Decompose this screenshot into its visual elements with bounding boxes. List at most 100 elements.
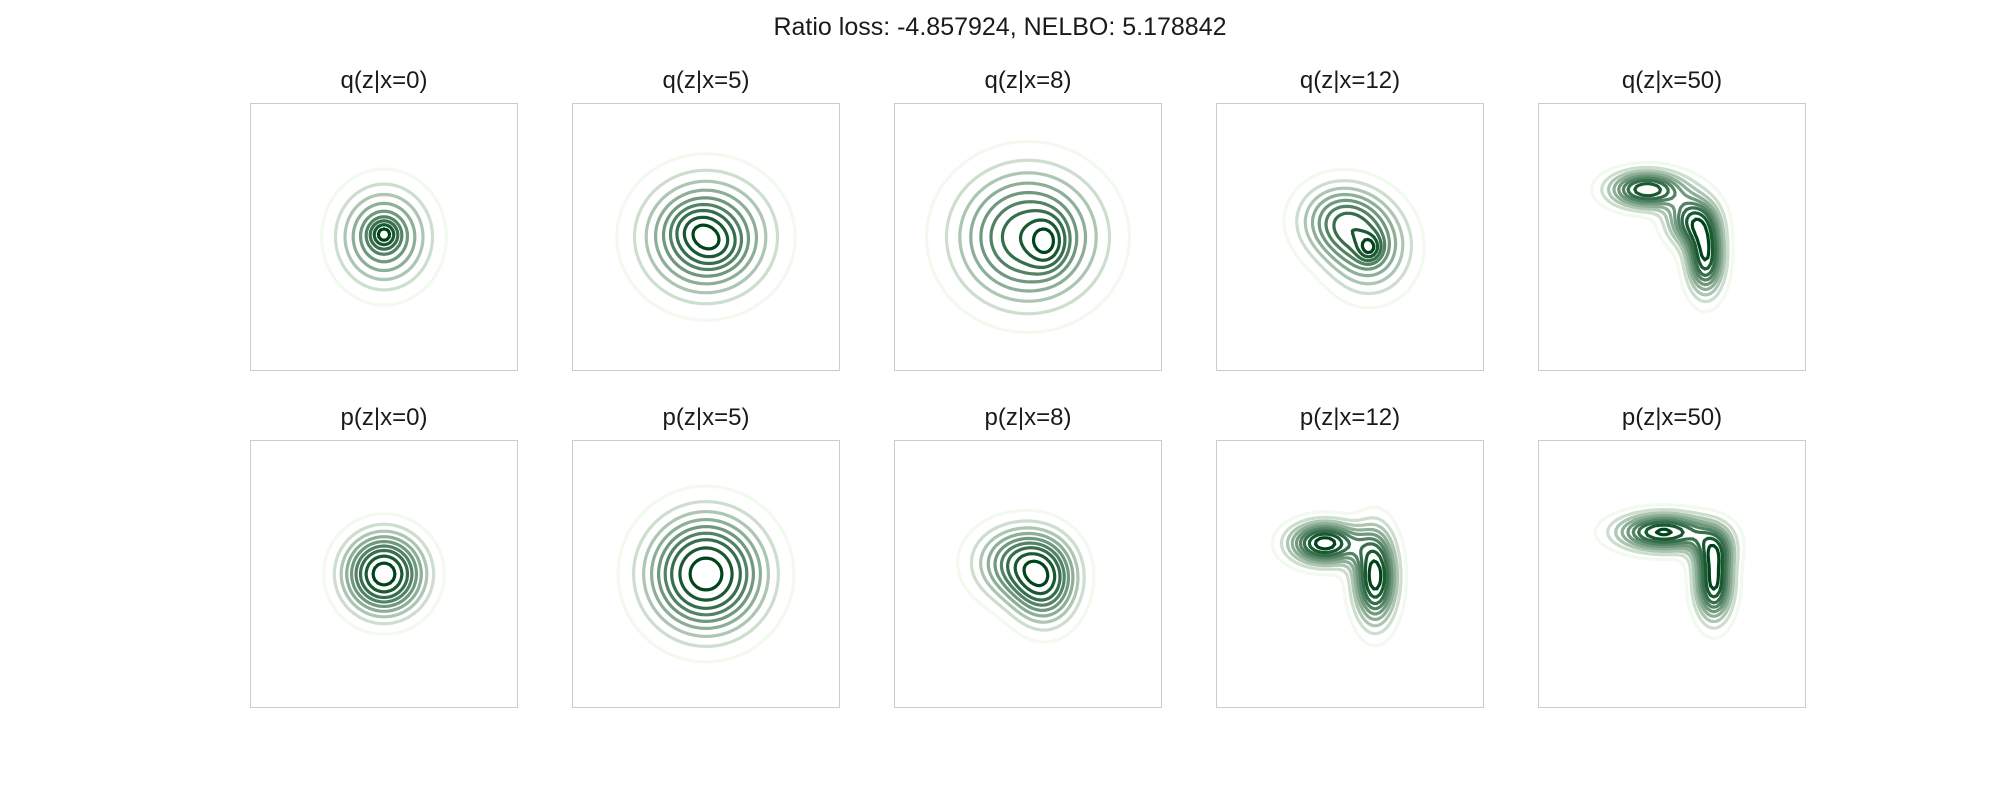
contour-level-6 (1631, 518, 1729, 609)
contour-level-6 (989, 200, 1072, 276)
contour-level-5 (1617, 174, 1722, 287)
contour-level-9 (1031, 227, 1055, 254)
contour-level-3 (339, 529, 429, 619)
panel-title: q(z|x=8) (984, 67, 1072, 94)
contour-level-6 (364, 215, 404, 256)
contour-panel: p(z|x=5) (572, 404, 840, 708)
contour-level-2 (332, 522, 436, 626)
contour-level-3 (1614, 511, 1737, 624)
contour-level-6 (354, 544, 414, 604)
panel-title: q(z|x=5) (662, 67, 750, 94)
contour-level-5 (359, 209, 409, 264)
panel-title: p(z|x=5) (662, 404, 750, 431)
contour-panel: q(z|x=50) (1538, 67, 1806, 371)
contour-level-7 (368, 219, 400, 251)
contour-level-8 (1644, 523, 1724, 599)
contour-level-9 (1690, 217, 1711, 262)
contour-level-9 (1314, 536, 1383, 591)
contour-level-2 (1600, 165, 1730, 304)
contour-level-6 (668, 202, 744, 272)
contour-level-2 (1295, 179, 1414, 296)
contour-level-1 (924, 139, 1132, 335)
contour-level-1 (1593, 503, 1746, 640)
contour-level-8 (1307, 532, 1386, 599)
contour-level-3 (642, 510, 770, 638)
contour-level-6 (999, 541, 1066, 607)
contour-level-8 (1013, 552, 1057, 596)
contour-level-3 (1303, 186, 1405, 286)
contour-level-4 (1620, 513, 1734, 618)
axes-frame (1538, 440, 1806, 708)
contour-level-1 (615, 152, 797, 322)
contour-level-4 (969, 181, 1088, 293)
contour-level-8 (682, 215, 730, 259)
panel-title: p(z|x=0) (340, 404, 428, 431)
contour-level-8 (372, 223, 396, 247)
contour-level-7 (670, 538, 742, 610)
contour-level-1 (1590, 160, 1735, 314)
contour-level-9 (688, 556, 724, 592)
contour-level-8 (1633, 182, 1715, 271)
contour-level-5 (1294, 524, 1394, 616)
axes-frame (250, 440, 518, 708)
contour-level-7 (1302, 529, 1389, 606)
contour-plot (1282, 167, 1426, 310)
panel-title: p(z|x=8) (984, 404, 1072, 431)
contour-level-4 (1290, 522, 1397, 621)
contour-level-7 (1006, 546, 1062, 602)
contour-panel: p(z|x=50) (1538, 404, 1806, 708)
contour-level-5 (1626, 516, 1732, 614)
contour-panel: q(z|x=8) (894, 67, 1162, 371)
contour-level-6 (1324, 204, 1387, 266)
contour-level-8 (1350, 228, 1380, 259)
contour-level-2 (632, 168, 780, 306)
contour-level-7 (1000, 209, 1067, 269)
contour-level-7 (675, 208, 737, 266)
contour-level-4 (1310, 192, 1398, 278)
contour-plot (1270, 505, 1409, 648)
panel-title: p(z|x=50) (1621, 404, 1723, 431)
contour-level-2 (1279, 515, 1403, 636)
contour-level-3 (958, 171, 1098, 303)
contour-level-3 (1285, 519, 1399, 628)
axes-frame (894, 440, 1162, 708)
axes-frame (894, 103, 1162, 371)
contour-level-6 (663, 531, 749, 617)
contour-level-1 (616, 484, 796, 664)
contour-level-3 (343, 192, 425, 282)
contour-panel: p(z|x=12) (1216, 404, 1484, 708)
contour-level-1 (320, 167, 448, 307)
contour-panel: q(z|x=12) (1216, 67, 1484, 371)
contour-level-2 (632, 500, 780, 648)
axes-frame (250, 103, 518, 371)
contour-plot (615, 152, 797, 322)
contour-panel: p(z|x=8) (894, 404, 1162, 708)
axes-frame (1216, 103, 1484, 371)
contour-level-9 (376, 227, 392, 242)
contour-level-5 (657, 525, 755, 623)
contour-level-9 (691, 223, 721, 251)
contour-level-2 (944, 158, 1112, 316)
panel-title: p(z|x=12) (1299, 404, 1401, 431)
contour-plot (322, 512, 446, 636)
contour-plot (1593, 503, 1746, 640)
contour-level-8 (364, 554, 404, 594)
contour-level-7 (1637, 520, 1727, 605)
contour-level-7 (1332, 211, 1383, 263)
contour-level-9 (1360, 237, 1376, 255)
contour-level-2 (969, 519, 1086, 632)
contour-plot (320, 167, 448, 307)
contour-level-3 (1606, 169, 1727, 297)
contour-level-1 (322, 512, 446, 636)
contour-level-4 (1612, 171, 1724, 292)
panel-title: q(z|x=50) (1621, 67, 1723, 94)
contour-level-9 (371, 561, 397, 587)
panel-title: q(z|x=12) (1299, 67, 1401, 94)
contour-panel: q(z|x=0) (250, 67, 518, 371)
contour-plot (924, 139, 1132, 335)
contour-level-8 (1018, 218, 1061, 262)
contour-level-5 (349, 539, 419, 609)
contour-level-4 (345, 535, 423, 613)
contour-level-7 (1626, 178, 1717, 277)
axes-frame (1216, 440, 1484, 708)
